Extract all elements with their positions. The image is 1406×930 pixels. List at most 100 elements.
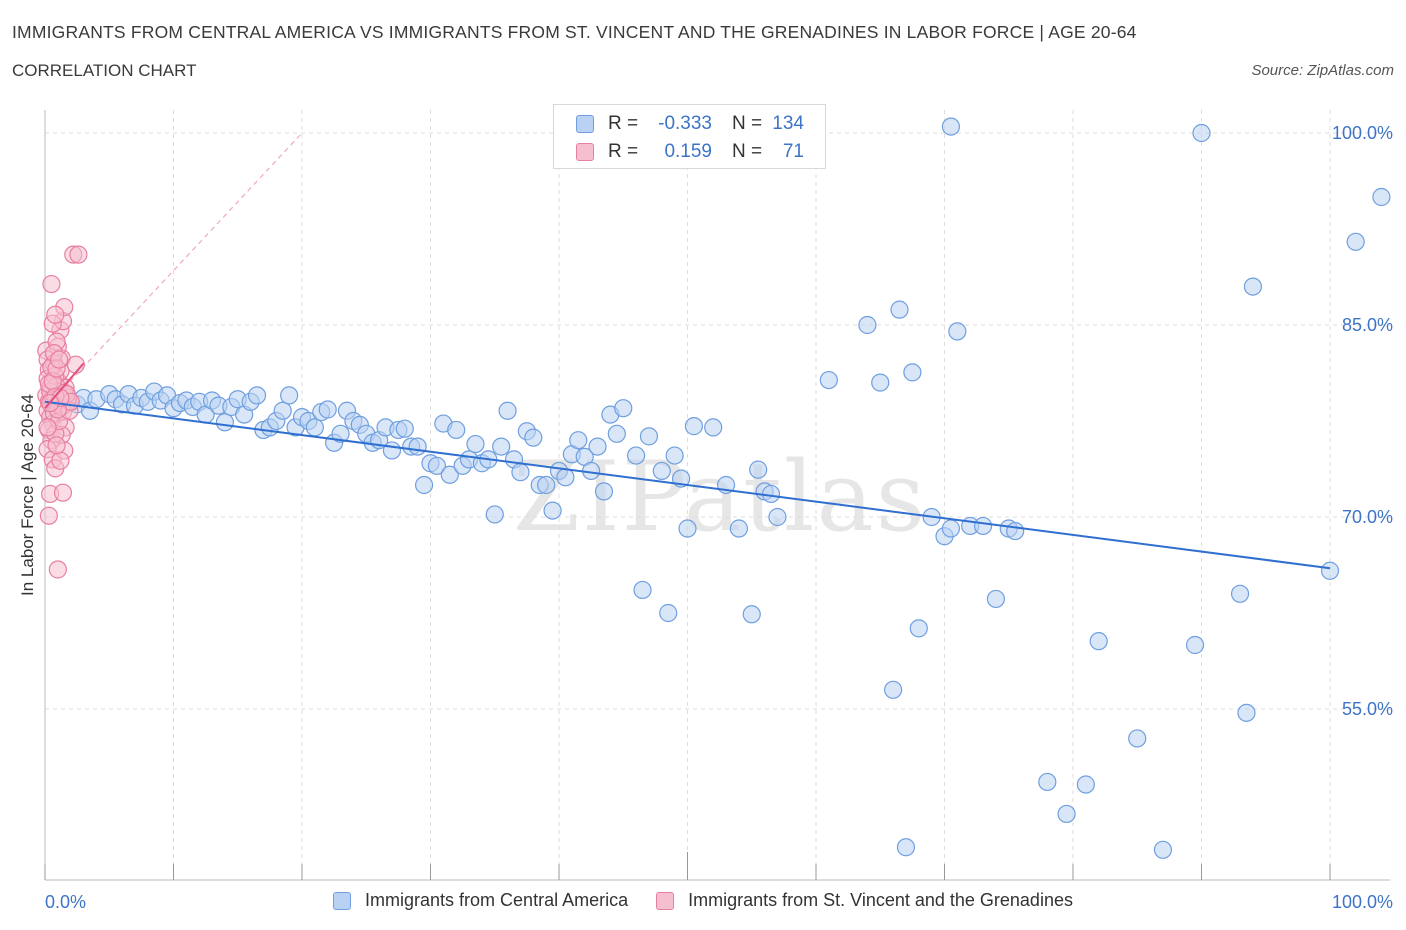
point-central-america: [1038, 772, 1057, 792]
point-central-america: [305, 418, 324, 437]
point-st-vincent: [46, 305, 65, 324]
blue-swatch: [576, 115, 594, 133]
point-central-america: [883, 680, 903, 699]
point-central-america: [1089, 632, 1108, 651]
point-central-america: [543, 501, 562, 520]
point-central-america: [704, 418, 723, 437]
legend-item-st-vincent: Immigrants from St. Vincent and the Gren…: [656, 890, 1073, 911]
point-central-america: [466, 434, 485, 454]
legend-n-label: N =: [732, 113, 763, 134]
pink-swatch: [576, 143, 594, 161]
point-central-america: [537, 475, 556, 495]
legend-r-value: -0.333: [658, 113, 712, 134]
point-central-america: [447, 420, 466, 440]
point-central-america: [1057, 804, 1076, 824]
point-central-america: [247, 386, 267, 405]
point-central-america: [1076, 775, 1095, 794]
point-central-america: [318, 400, 337, 419]
point-central-america: [408, 437, 427, 456]
point-st-vincent: [50, 350, 69, 369]
point-central-america: [273, 401, 292, 420]
point-central-america: [382, 441, 402, 460]
point-central-america: [427, 456, 447, 475]
point-central-america: [607, 424, 626, 443]
point-central-america: [749, 460, 768, 479]
point-central-america: [633, 580, 652, 600]
chart-title: IMMIGRANTS FROM CENTRAL AMERICA VS IMMIG…: [12, 22, 1137, 42]
point-st-vincent: [38, 418, 57, 437]
point-central-america: [941, 117, 961, 136]
point-central-america: [1192, 123, 1211, 143]
y-tick-label: 100.0%: [1332, 123, 1393, 143]
tick-labels: 55.0% 70.0% 85.0% 100.0% 0.0% 100.0%: [45, 123, 1393, 912]
point-central-america: [819, 370, 838, 390]
point-central-america: [659, 603, 678, 623]
point-central-america: [395, 419, 414, 438]
point-central-america: [556, 468, 575, 487]
point-central-america: [1237, 703, 1256, 722]
legend-n-label: N =: [732, 141, 763, 162]
point-st-vincent: [47, 436, 66, 455]
point-central-america: [1243, 277, 1263, 296]
x-tick-label: 0.0%: [45, 892, 86, 912]
correlation-legend: R = -0.333 N = 134 R = 0.159 N = 71: [553, 104, 826, 169]
legend-label: Immigrants from Central America: [365, 890, 629, 910]
point-st-vincent: [69, 245, 88, 264]
point-central-america: [280, 386, 299, 405]
point-central-america: [485, 505, 504, 524]
point-st-vincent: [51, 451, 70, 470]
point-central-america: [986, 589, 1006, 609]
legend-r-label: R =: [608, 141, 639, 162]
point-central-america: [569, 431, 588, 450]
point-central-america: [742, 605, 761, 624]
source-label: Source: ZipAtlas.com: [1251, 62, 1394, 79]
y-tick-label: 70.0%: [1342, 507, 1393, 527]
point-central-america: [1372, 187, 1391, 207]
point-central-america: [652, 461, 671, 481]
chart-subtitle: CORRELATION CHART: [12, 61, 197, 80]
point-central-america: [498, 401, 517, 420]
point-central-america: [941, 519, 961, 538]
legend-r-label: R =: [608, 113, 639, 134]
point-central-america: [414, 475, 434, 495]
point-st-vincent: [53, 483, 73, 502]
point-central-america: [215, 413, 234, 432]
point-central-america: [594, 482, 614, 501]
point-central-america: [871, 373, 890, 392]
point-central-america: [614, 399, 633, 418]
legend-n-value: 134: [772, 113, 804, 134]
legend-r-value: 0.159: [664, 141, 712, 162]
point-central-america: [948, 322, 967, 341]
point-central-america: [1006, 521, 1025, 541]
point-central-america: [909, 619, 928, 638]
legend-row-pink: R = 0.159 N = 71: [576, 140, 804, 164]
y-axis-label: In Labor Force | Age 20-64: [18, 394, 37, 596]
series-st-vincent: [37, 245, 88, 579]
point-central-america: [440, 465, 459, 484]
x-tick-label: 100.0%: [1332, 892, 1393, 912]
legend-row-blue: R = -0.333 N = 134: [576, 112, 804, 136]
point-central-america: [588, 437, 607, 456]
pink-swatch: [656, 891, 675, 910]
series-central-america: [42, 117, 1391, 859]
legend-item-central-america: Immigrants from Central America: [333, 890, 628, 911]
point-st-vincent: [48, 560, 67, 579]
point-central-america: [896, 838, 916, 857]
point-central-america: [973, 516, 993, 536]
point-central-america: [890, 300, 909, 319]
point-central-america: [768, 507, 787, 527]
point-central-america: [1185, 635, 1205, 655]
y-tick-label: 55.0%: [1342, 699, 1393, 719]
point-central-america: [492, 437, 511, 456]
point-central-america: [858, 315, 877, 335]
point-central-america: [511, 463, 530, 482]
y-tick-label: 85.0%: [1342, 315, 1393, 335]
trend-central-america: [44, 400, 1331, 570]
point-central-america: [1128, 729, 1147, 748]
point-central-america: [684, 417, 704, 436]
point-central-america: [761, 484, 781, 504]
point-central-america: [903, 363, 922, 382]
point-central-america: [1153, 840, 1173, 859]
point-central-america: [331, 424, 350, 443]
